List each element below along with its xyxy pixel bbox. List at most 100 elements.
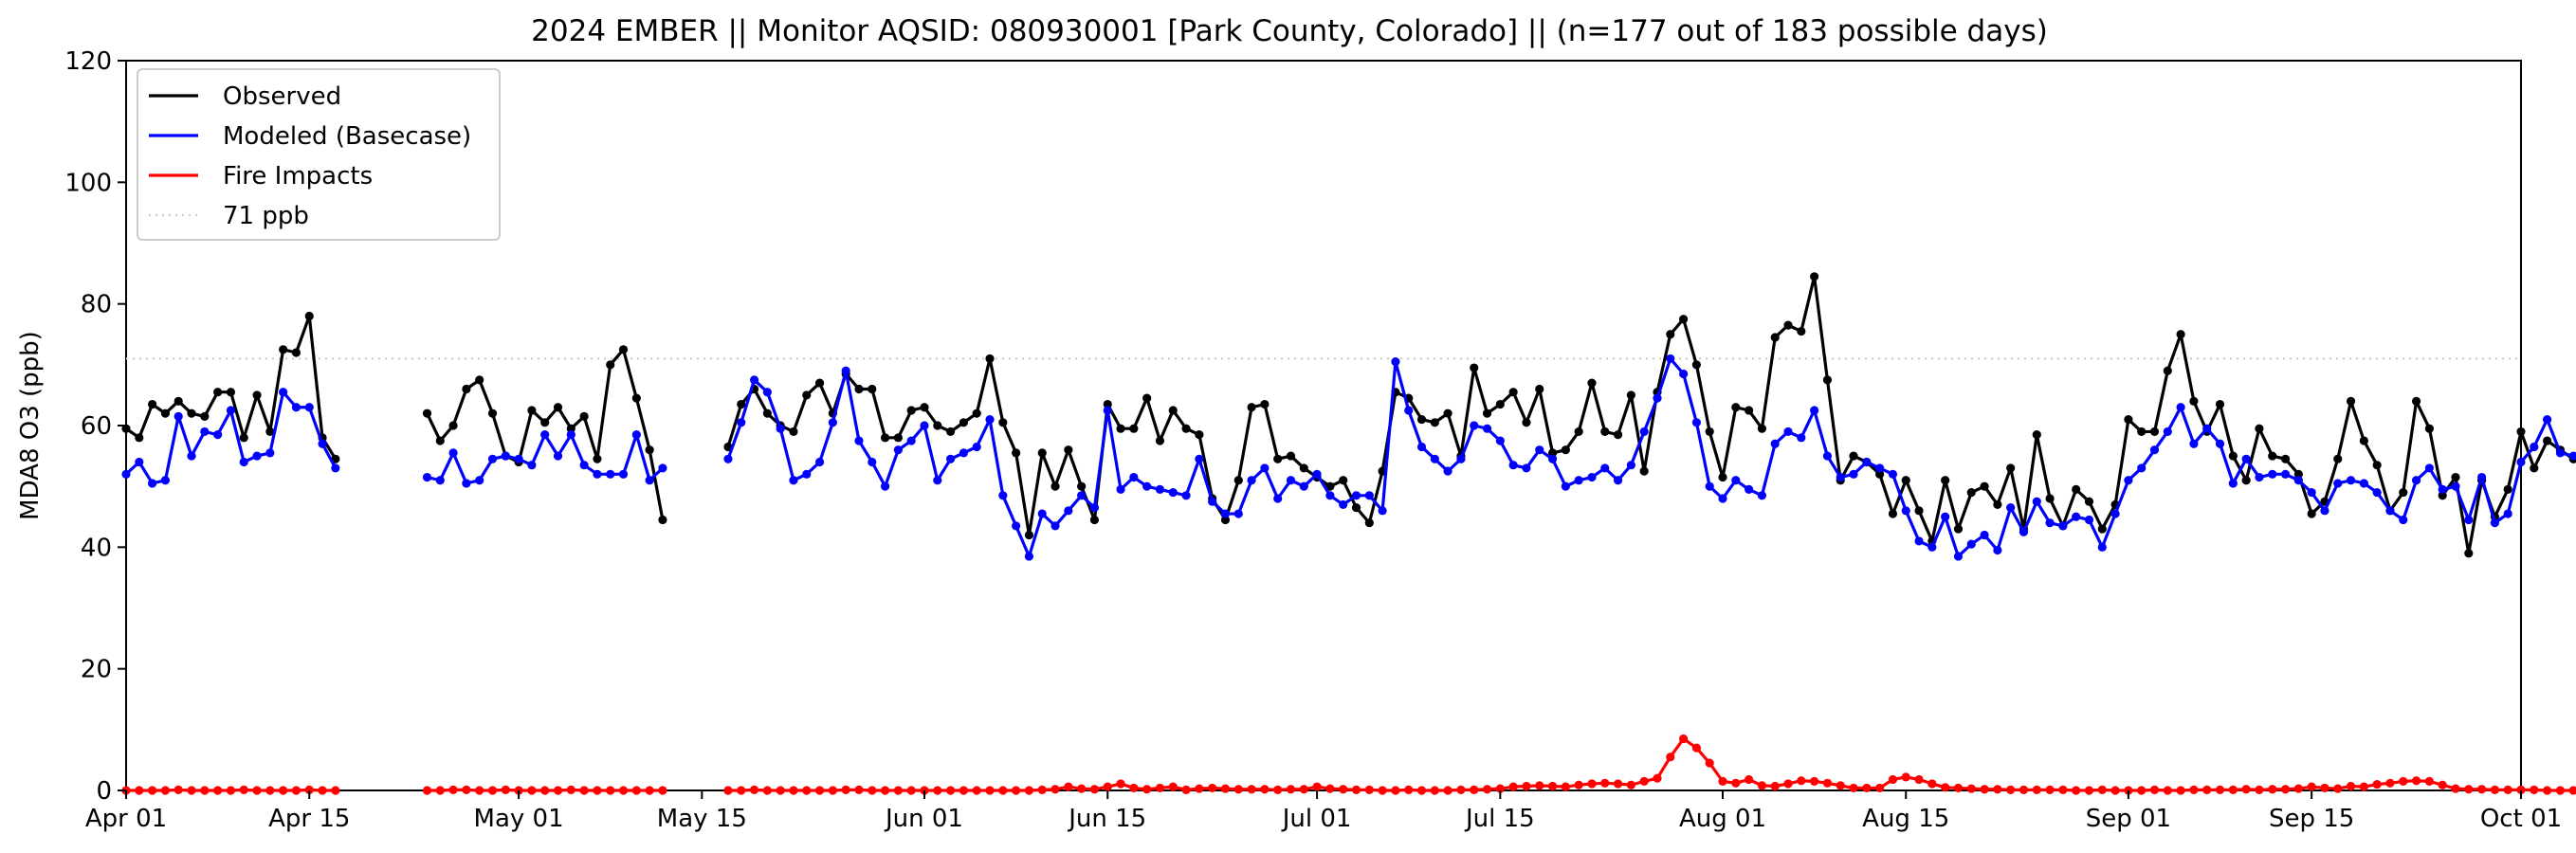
y-tick-label: 120 (64, 47, 112, 76)
data-point (1980, 481, 1989, 491)
data-point (462, 384, 471, 394)
legend-label: Fire Impacts (223, 162, 373, 191)
data-point (174, 785, 183, 794)
x-tick-label: Apr 01 (85, 805, 167, 833)
x-tick-label: Sep 01 (2086, 805, 2171, 833)
data-point (1770, 333, 1780, 342)
data-point (174, 396, 183, 406)
data-point (2438, 491, 2447, 500)
data-point (187, 451, 196, 461)
data-point (2228, 451, 2238, 461)
data-point (618, 345, 629, 354)
data-point (828, 786, 837, 795)
data-point (1339, 476, 1348, 485)
data-point (1678, 315, 1689, 324)
data-point (2568, 451, 2576, 461)
data-point (1508, 782, 1518, 791)
data-point (762, 786, 772, 795)
data-point (868, 786, 877, 795)
data-point (1862, 783, 1872, 793)
legend-label: Modeled (Basecase) (223, 122, 471, 151)
data-point (1103, 782, 1112, 791)
data-point (304, 311, 314, 321)
data-point (1339, 499, 1348, 510)
data-point (985, 786, 995, 795)
data-point (566, 430, 575, 440)
data-point (1233, 476, 1243, 485)
data-point (1966, 487, 1976, 498)
series-line (726, 356, 2574, 558)
data-point (645, 786, 654, 795)
data-point (2503, 484, 2512, 494)
data-point (1574, 476, 1583, 485)
data-point (2307, 487, 2316, 498)
data-point (2268, 469, 2277, 479)
data-point (1745, 774, 1754, 785)
data-point (318, 439, 327, 448)
data-point (789, 426, 798, 437)
data-point (906, 436, 916, 445)
y-tick-label: 20 (81, 656, 112, 684)
data-point (2346, 476, 2356, 485)
data-point (841, 785, 850, 794)
data-point (514, 454, 523, 463)
data-point (1914, 774, 1924, 785)
data-point (998, 418, 1008, 427)
data-point (540, 786, 550, 795)
data-point (213, 786, 223, 795)
data-point (2411, 476, 2421, 485)
data-point (1037, 785, 1047, 794)
data-point (2045, 494, 2055, 503)
data-point (2490, 518, 2499, 528)
data-point (2543, 436, 2552, 445)
data-point (2293, 469, 2303, 479)
data-point (880, 786, 890, 795)
data-point (2359, 479, 2368, 488)
data-point (1666, 330, 1675, 339)
legend: Observed Modeled (Basecase) Fire Impacts 71… (137, 68, 501, 241)
data-point (1064, 782, 1073, 791)
data-point (527, 461, 537, 470)
chart-title: 2024 EMBER || Monitor AQSID: 080930001 [… (531, 14, 2048, 48)
data-point (1416, 414, 1427, 425)
data-point (1875, 783, 1885, 793)
data-point (1547, 781, 1558, 791)
data-point (814, 457, 825, 467)
data-point (2084, 786, 2094, 795)
data-point (1364, 518, 1374, 528)
y-tick-label: 80 (81, 291, 112, 319)
data-point (501, 785, 510, 794)
data-point (1888, 509, 1898, 518)
data-point (1495, 399, 1505, 409)
data-point (1495, 784, 1505, 793)
data-point (2530, 785, 2539, 794)
data-point (265, 786, 275, 795)
data-point (1339, 785, 1348, 794)
data-point (2097, 542, 2107, 552)
data-point (658, 786, 667, 795)
data-point (2163, 366, 2172, 375)
data-point (933, 476, 942, 485)
data-point (1325, 784, 1335, 793)
data-point (2411, 396, 2421, 406)
data-point (1757, 781, 1767, 790)
data-point (291, 348, 301, 357)
data-point (1247, 476, 1256, 485)
data-point (1443, 466, 1452, 476)
data-point (2451, 481, 2460, 491)
data-point (2555, 786, 2566, 795)
data-point (462, 785, 471, 794)
data-point (1770, 439, 1780, 448)
data-point (2110, 786, 2120, 795)
data-point (631, 786, 641, 795)
data-point (2424, 463, 2434, 473)
data-point (1103, 399, 1112, 409)
y-tick-label: 0 (96, 777, 112, 806)
data-point (579, 786, 589, 795)
data-point (1208, 783, 1217, 793)
data-point (200, 426, 210, 437)
data-point (1233, 785, 1243, 794)
data-point (2530, 463, 2539, 473)
data-point (448, 421, 458, 430)
data-point (331, 463, 340, 473)
